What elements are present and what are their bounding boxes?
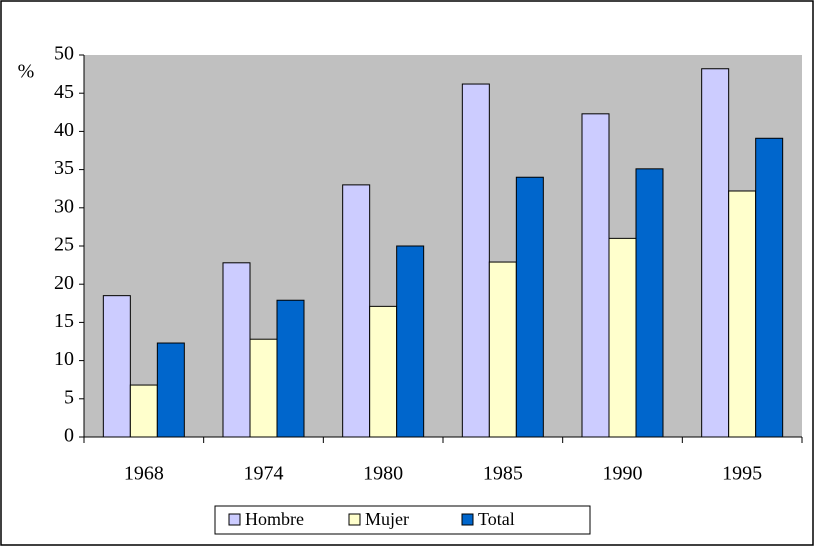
bar — [608, 237, 637, 438]
x-tick-label: 1995 — [722, 463, 762, 485]
y-tick-label: 20 — [54, 272, 74, 294]
y-tick-label: 15 — [54, 310, 74, 332]
bar — [102, 295, 131, 438]
legend-swatch — [461, 513, 474, 526]
y-tick-label: 5 — [64, 386, 74, 408]
bar — [222, 262, 251, 438]
legend-label: Mujer — [365, 509, 409, 529]
legend-swatch — [228, 513, 241, 526]
x-tick-label: 1974 — [244, 463, 284, 485]
y-tick-label: 35 — [54, 157, 74, 179]
bar — [276, 299, 305, 438]
legend-swatch — [348, 513, 361, 526]
legend-label: Total — [478, 509, 515, 529]
bar — [755, 137, 784, 438]
legend-label: Hombre — [245, 509, 304, 529]
y-tick-label: 25 — [54, 234, 74, 256]
bar — [701, 68, 730, 438]
bar — [635, 168, 664, 438]
bar — [515, 176, 544, 438]
y-axis-label: % — [18, 61, 35, 83]
x-tick-label: 1990 — [603, 463, 643, 485]
y-tick-label: 30 — [54, 195, 74, 217]
y-tick-label: 50 — [54, 43, 74, 65]
bar — [461, 83, 490, 438]
bar — [728, 190, 757, 438]
x-tick-label: 1985 — [483, 463, 523, 485]
bar — [342, 184, 371, 438]
bar — [488, 261, 517, 438]
y-tick-label: 45 — [54, 81, 74, 103]
y-tick-label: 10 — [54, 348, 74, 370]
y-tick-label: 40 — [54, 119, 74, 141]
bar — [581, 113, 610, 438]
legend-box — [214, 505, 591, 535]
y-tick-label: 0 — [64, 425, 74, 447]
bar — [156, 342, 185, 438]
bar — [396, 245, 425, 438]
x-tick-label: 1968 — [124, 463, 164, 485]
plot-area — [84, 55, 802, 437]
bar — [249, 338, 278, 438]
bar — [129, 384, 158, 438]
bar — [369, 305, 398, 438]
x-tick-label: 1980 — [363, 463, 403, 485]
